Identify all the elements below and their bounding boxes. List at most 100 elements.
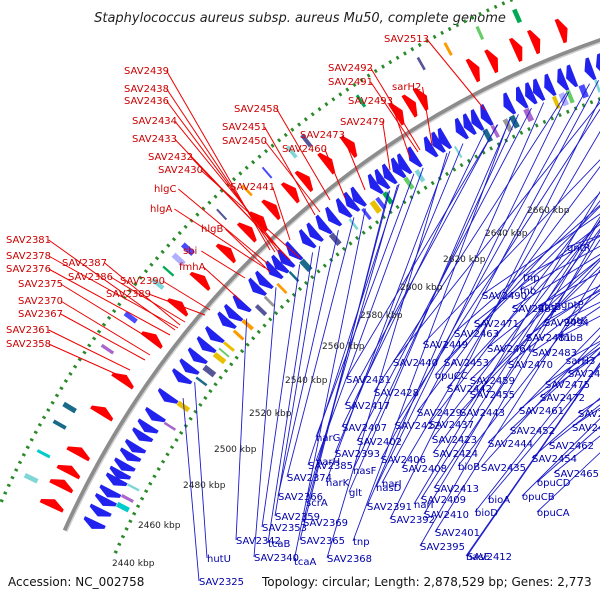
cog-block: [212, 351, 227, 365]
backbone-ring: [62, 38, 600, 532]
gene-label: hlgB: [201, 224, 223, 235]
gene-label: SAV2408: [402, 464, 447, 475]
gene-arrow: [298, 228, 317, 249]
cog-block: [100, 343, 115, 355]
gene-label: sarH3: [566, 356, 595, 367]
cog-block: [276, 282, 288, 294]
gene-label: tcaA: [294, 557, 317, 568]
gene-label: SAV2395: [420, 542, 465, 553]
cog-block: [263, 295, 275, 307]
label-leader: [419, 230, 600, 547]
gene-label: SAV2402: [357, 437, 402, 448]
gene-arrow: [277, 248, 296, 268]
label-leader: [373, 92, 567, 393]
cog-block: [512, 8, 523, 24]
cog-block: [123, 311, 138, 324]
gene-label: SAV2369: [303, 518, 348, 529]
cog-block: [482, 128, 493, 143]
label-leader: [487, 365, 600, 500]
gene-label: sbi: [183, 246, 197, 257]
gene-arrow: [66, 446, 90, 462]
label-leader: [432, 228, 600, 454]
gene-label: SAV2473: [300, 130, 345, 141]
label-leader: [381, 80, 599, 484]
gene-label: SAV2479: [340, 117, 385, 128]
label-leader: [370, 81, 419, 153]
gene-arrow: [381, 163, 398, 185]
gene-label: bioB: [458, 462, 480, 473]
gene-label: SAV2423: [432, 435, 477, 446]
gene-label: SAV2413: [434, 484, 479, 495]
gene-label: SAV2407: [342, 423, 387, 434]
gene-arrow: [187, 347, 208, 364]
label-leader: [48, 343, 126, 379]
accession-text: Accession: NC_002758: [8, 575, 144, 589]
label-leader: [264, 126, 316, 216]
gene-label: SAV2393: [335, 449, 380, 460]
tick-label: 2460 kbp: [138, 521, 181, 531]
gene-label: SAV2378: [6, 251, 51, 262]
gene-label: SAV2361: [6, 325, 51, 336]
label-leader: [48, 268, 171, 336]
label-leader: [293, 208, 366, 562]
label-leader: [344, 124, 498, 406]
gene-arrow: [255, 270, 274, 290]
cog-block: [565, 89, 575, 104]
gene-label: opuCB: [522, 492, 555, 503]
cog-block: [222, 341, 235, 352]
cog-block: [551, 95, 561, 110]
gene-label: SAV2481: [526, 333, 571, 344]
gene-label: SAV2450: [222, 136, 267, 147]
gene-label: SAV2460: [282, 144, 327, 155]
label-leader: [174, 208, 266, 269]
gene-label: SAV2417: [345, 401, 390, 412]
label-leader: [286, 217, 355, 478]
gene-arrow: [114, 457, 136, 472]
gene-label: tcaB: [268, 539, 291, 550]
gene-label: SAV2392: [390, 515, 435, 526]
gene-arrow: [215, 243, 236, 264]
gene-arrow: [367, 173, 384, 195]
label-leader: [194, 382, 208, 559]
gene-label: SAV2434: [132, 116, 177, 127]
gene-arrow: [39, 498, 64, 513]
gene-label: gtaB: [538, 302, 561, 313]
gene-label: SAV2438: [124, 84, 169, 95]
label-leader: [507, 292, 600, 365]
gene-arrow: [248, 277, 268, 296]
gene-label: hlgC: [154, 184, 176, 195]
gene-arrow: [423, 136, 439, 158]
gene-label: sarH2: [392, 82, 421, 93]
gene-arrow: [397, 153, 413, 175]
gene-label: scrA: [306, 498, 328, 509]
gene-label: hutU: [207, 554, 231, 565]
label-leader: [48, 329, 131, 371]
gene-arrow: [325, 206, 343, 227]
dotted-ring-2: [113, 97, 600, 554]
tick-label: 2480 kbp: [183, 481, 226, 491]
cog-block: [150, 277, 165, 290]
gene-label: SAV2432: [148, 152, 193, 163]
cog-block: [171, 252, 186, 267]
gene-arrow: [280, 182, 300, 204]
label-leader: [420, 216, 600, 500]
label-leader: [511, 253, 600, 309]
gene-label: SAV2365: [300, 536, 345, 547]
gene-label: SAV2376: [6, 264, 51, 275]
cog-block: [116, 501, 130, 513]
gene-arrow: [124, 438, 147, 454]
cog-block: [180, 242, 196, 256]
label-leader: [434, 191, 600, 376]
gene-arrow: [401, 94, 418, 118]
label-leader: [423, 219, 600, 515]
gene-arrow: [196, 336, 217, 354]
cog-block: [375, 196, 387, 210]
gene-label: SAV2429: [417, 408, 462, 419]
gene-label: SAV2342: [236, 536, 281, 547]
gene-label: SAV2452: [510, 426, 555, 437]
gene-label: SAV2513: [384, 34, 429, 45]
gene-label: SAV2406: [381, 455, 426, 466]
label-leader: [225, 228, 271, 273]
gene-arrow: [179, 358, 200, 375]
gene-arrow: [554, 18, 568, 44]
